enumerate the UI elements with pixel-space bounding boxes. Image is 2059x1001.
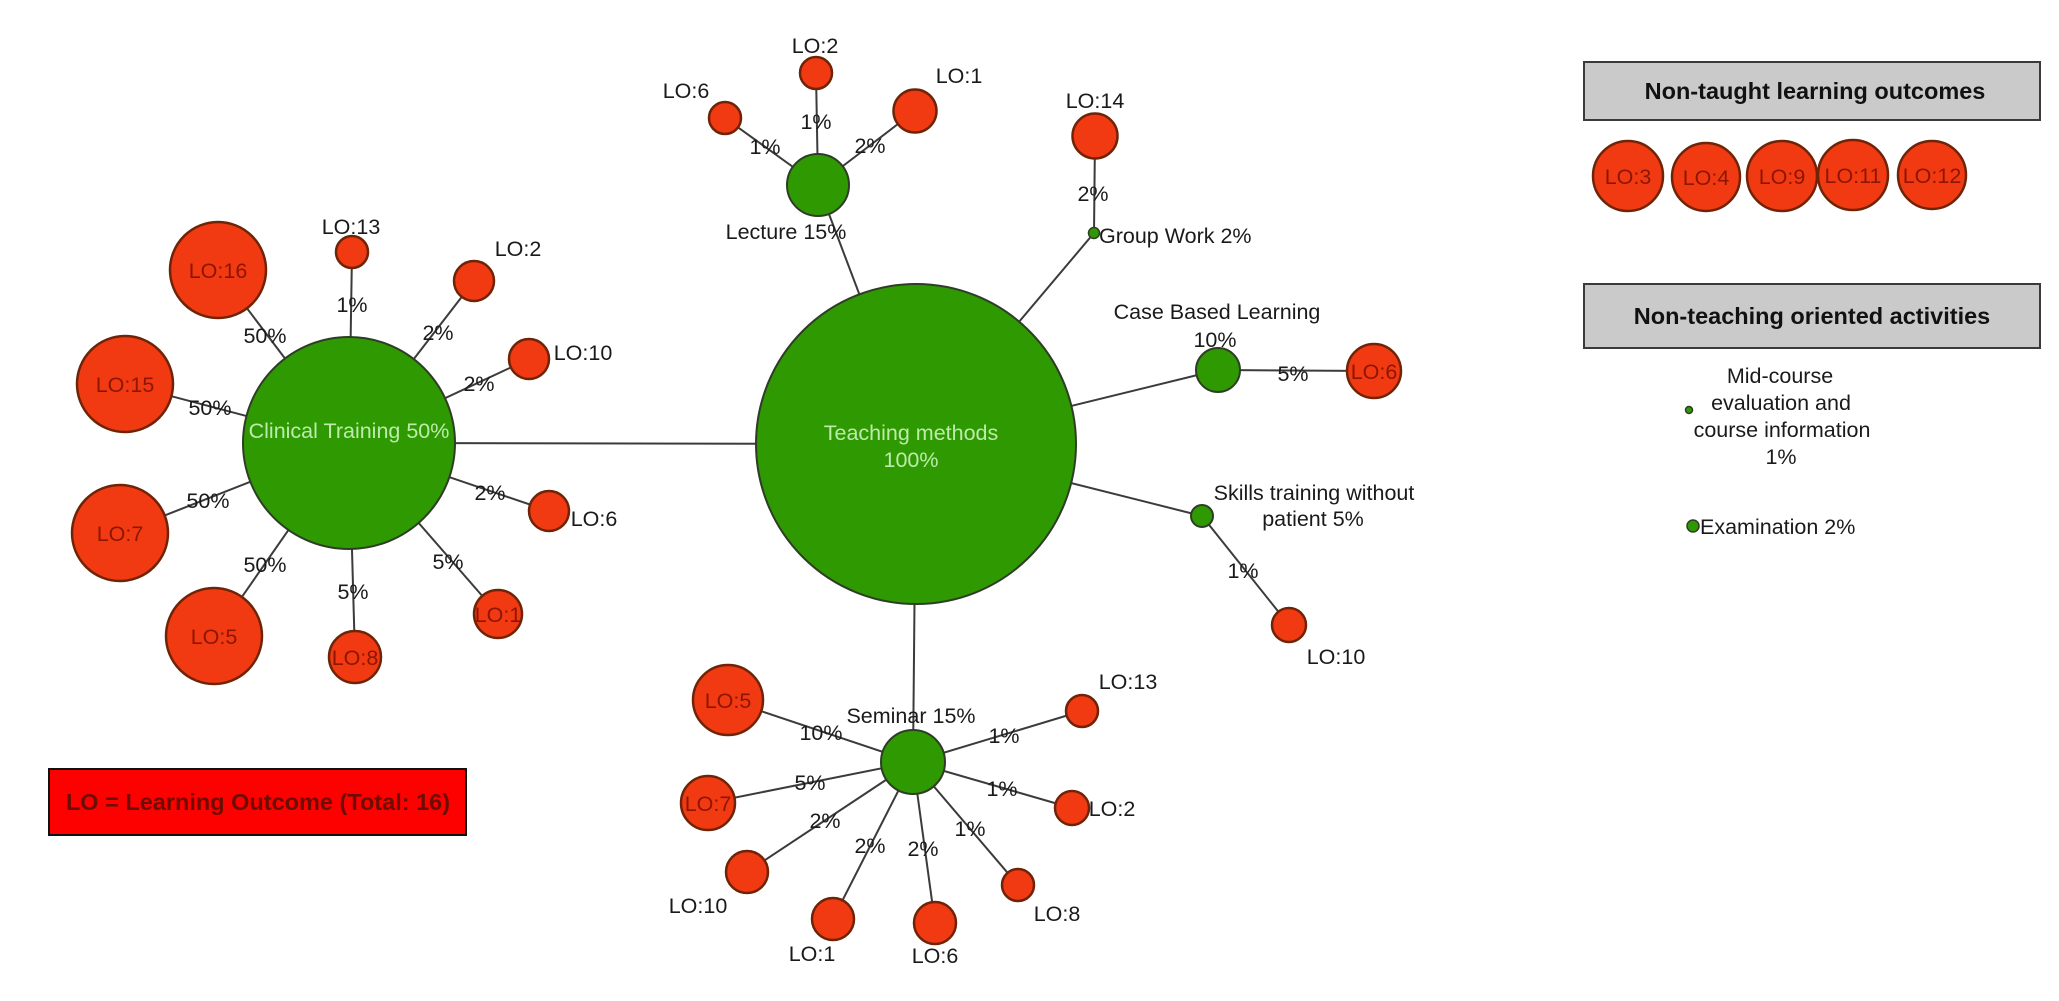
svg-text:LO:10: LO:10 bbox=[669, 894, 728, 918]
svg-text:50%: 50% bbox=[243, 553, 286, 577]
svg-text:course information: course information bbox=[1694, 418, 1871, 442]
svg-text:LO:6: LO:6 bbox=[571, 507, 618, 531]
svg-text:2%: 2% bbox=[463, 372, 494, 396]
svg-text:LO = Learning Outcome (Total:: LO = Learning Outcome (Total: 16) bbox=[66, 789, 450, 815]
svg-text:1%: 1% bbox=[1227, 559, 1258, 583]
svg-text:LO:5: LO:5 bbox=[705, 689, 752, 713]
svg-text:LO:7: LO:7 bbox=[685, 792, 732, 816]
svg-text:1%: 1% bbox=[1765, 445, 1796, 469]
svg-text:100%: 100% bbox=[884, 448, 939, 472]
svg-text:10%: 10% bbox=[1193, 328, 1236, 352]
svg-text:2%: 2% bbox=[809, 809, 840, 833]
svg-text:5%: 5% bbox=[337, 580, 368, 604]
svg-text:LO:2: LO:2 bbox=[792, 34, 839, 58]
svg-text:10%: 10% bbox=[799, 721, 842, 745]
svg-text:50%: 50% bbox=[186, 489, 229, 513]
svg-text:LO:15: LO:15 bbox=[96, 373, 155, 397]
svg-text:LO:8: LO:8 bbox=[1034, 902, 1081, 926]
svg-text:Teaching methods: Teaching methods bbox=[824, 421, 999, 445]
svg-text:LO:2: LO:2 bbox=[1089, 797, 1136, 821]
svg-text:2%: 2% bbox=[474, 481, 505, 505]
svg-text:LO:6: LO:6 bbox=[663, 79, 710, 103]
svg-text:1%: 1% bbox=[954, 817, 985, 841]
svg-text:LO:10: LO:10 bbox=[1307, 645, 1366, 669]
svg-text:1%: 1% bbox=[336, 293, 367, 317]
svg-text:Case Based Learning: Case Based Learning bbox=[1114, 300, 1321, 324]
svg-text:LO:12: LO:12 bbox=[1903, 164, 1962, 188]
svg-text:2%: 2% bbox=[1077, 182, 1108, 206]
svg-text:50%: 50% bbox=[188, 396, 231, 420]
svg-text:50%: 50% bbox=[243, 324, 286, 348]
svg-text:LO:13: LO:13 bbox=[1099, 670, 1158, 694]
svg-text:Non-taught learning outcomes: Non-taught learning outcomes bbox=[1645, 78, 1986, 104]
svg-text:5%: 5% bbox=[432, 550, 463, 574]
svg-text:LO:13: LO:13 bbox=[322, 215, 381, 239]
svg-text:LO:1: LO:1 bbox=[789, 942, 836, 966]
svg-text:evaluation and: evaluation and bbox=[1711, 391, 1851, 415]
svg-text:2%: 2% bbox=[854, 834, 885, 858]
svg-text:2%: 2% bbox=[422, 321, 453, 345]
svg-text:Examination 2%: Examination 2% bbox=[1700, 515, 1855, 539]
svg-text:LO:10: LO:10 bbox=[554, 341, 613, 365]
svg-text:LO:1: LO:1 bbox=[936, 64, 983, 88]
svg-text:Non-teaching oriented activiti: Non-teaching oriented activities bbox=[1634, 303, 1990, 329]
svg-text:LO:14: LO:14 bbox=[1066, 89, 1125, 113]
svg-text:LO:9: LO:9 bbox=[1759, 165, 1806, 189]
svg-text:1%: 1% bbox=[986, 777, 1017, 801]
svg-text:LO:11: LO:11 bbox=[1825, 164, 1882, 188]
svg-text:Group Work 2%: Group Work 2% bbox=[1099, 224, 1252, 248]
svg-text:2%: 2% bbox=[854, 134, 885, 158]
svg-text:LO:6: LO:6 bbox=[1351, 360, 1398, 384]
svg-text:LO:2: LO:2 bbox=[495, 237, 542, 261]
svg-text:1%: 1% bbox=[749, 135, 780, 159]
svg-text:1%: 1% bbox=[988, 724, 1019, 748]
svg-text:2%: 2% bbox=[907, 837, 938, 861]
svg-text:LO:5: LO:5 bbox=[191, 625, 238, 649]
svg-text:5%: 5% bbox=[794, 771, 825, 795]
svg-text:LO:8: LO:8 bbox=[332, 646, 379, 670]
svg-text:Skills training without: Skills training without bbox=[1214, 481, 1415, 505]
svg-text:1%: 1% bbox=[800, 110, 831, 134]
svg-text:Lecture 15%: Lecture 15% bbox=[726, 220, 847, 244]
svg-text:LO:6: LO:6 bbox=[912, 944, 959, 968]
svg-text:patient 5%: patient 5% bbox=[1262, 507, 1364, 531]
svg-text:LO:7: LO:7 bbox=[97, 522, 144, 546]
svg-text:LO:16: LO:16 bbox=[189, 259, 248, 283]
svg-text:Seminar 15%: Seminar 15% bbox=[846, 704, 975, 728]
svg-text:Clinical Training 50%: Clinical Training 50% bbox=[249, 419, 450, 443]
svg-text:LO:1: LO:1 bbox=[475, 603, 522, 627]
svg-text:LO:3: LO:3 bbox=[1605, 165, 1652, 189]
svg-text:5%: 5% bbox=[1277, 362, 1308, 386]
svg-text:Mid-course: Mid-course bbox=[1727, 364, 1833, 388]
svg-text:LO:4: LO:4 bbox=[1683, 166, 1730, 190]
